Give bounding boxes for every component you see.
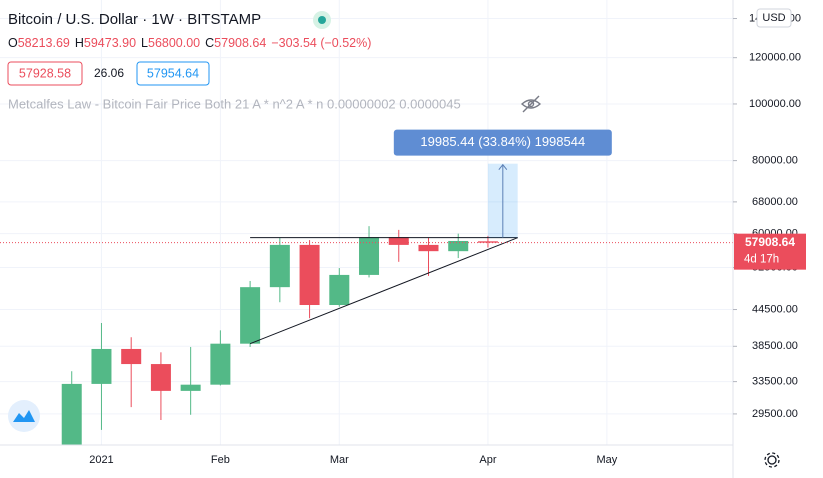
candle-body [329, 274, 350, 306]
legend-value: 57908.64 [214, 36, 266, 50]
y-tick-label: 29500.00 [752, 408, 798, 420]
ask-box [136, 61, 210, 86]
legend-value: 58213.69 [18, 36, 70, 50]
legend-key: H [75, 36, 84, 50]
y-tick-label: 68000.00 [752, 196, 798, 208]
countdown: 4d 17h [744, 254, 779, 266]
legend-key: L [141, 36, 148, 50]
x-tick-label: 2021 [89, 454, 113, 466]
candle-body [388, 237, 409, 245]
measure-arrowhead [498, 163, 508, 170]
candle-body [180, 384, 201, 391]
y-tick-label: 33500.00 [752, 376, 798, 388]
settings-icon[interactable] [764, 452, 780, 468]
plot-area [0, 163, 733, 445]
measure-label-box [393, 129, 612, 156]
spread: 26.06 [94, 66, 124, 80]
y-tick-label: 120000.00 [749, 52, 801, 64]
ask: 57954.64 [147, 66, 199, 80]
candle-body [210, 343, 231, 385]
y-tick-label: 100000.00 [749, 98, 801, 110]
currency: USD [762, 12, 785, 24]
ohlc-legend: O58213.69 H59473.90 L56800.00 C57908.64 −303… [8, 36, 371, 50]
candle-body [121, 348, 142, 365]
price-label-box [734, 233, 806, 270]
legend-key: O [8, 36, 18, 50]
logo-icon [13, 410, 35, 422]
legend-key: C [205, 36, 214, 50]
x-tick-label: Apr [479, 454, 496, 466]
bid-box [7, 61, 83, 86]
y-tick-label: 38500.00 [752, 340, 798, 352]
candle-body [299, 244, 320, 306]
bid: 57928.58 [19, 66, 71, 80]
candle-body [240, 287, 261, 344]
y-tick-label: 80000.00 [752, 155, 798, 167]
logo-badge [8, 400, 40, 432]
candle-body [91, 348, 112, 384]
visibility-icon[interactable] [520, 95, 542, 113]
candle-body [150, 364, 171, 391]
candle-body [359, 237, 380, 275]
trend-line [249, 237, 518, 345]
chart-title: Bitcoin / U.S. Dollar · 1W · BITSTAMP [8, 11, 261, 28]
price-label: 57908.64 [745, 235, 795, 249]
candle-body [477, 241, 498, 243]
x-tick-label: Feb [211, 454, 230, 466]
status-dot [318, 16, 326, 24]
legend-value: 56800.00 [148, 36, 200, 50]
candle-body [448, 240, 469, 252]
legend-change: −303.54 (−0.52%) [271, 36, 371, 50]
x-tick-label: May [596, 454, 617, 466]
measure-label: 19985.44 (33.84%) 1998544 [420, 134, 585, 149]
x-tick-label: Mar [330, 454, 349, 466]
candle-body [418, 244, 439, 252]
currency-box[interactable] [756, 8, 792, 28]
candle-body [61, 383, 82, 445]
y-tick-label: 44500.00 [752, 303, 798, 315]
legend-value: 59473.90 [84, 36, 136, 50]
candle-body [269, 244, 290, 288]
indicator-label: Metcalfes Law - Bitcoin Fair Price Both … [8, 96, 461, 111]
